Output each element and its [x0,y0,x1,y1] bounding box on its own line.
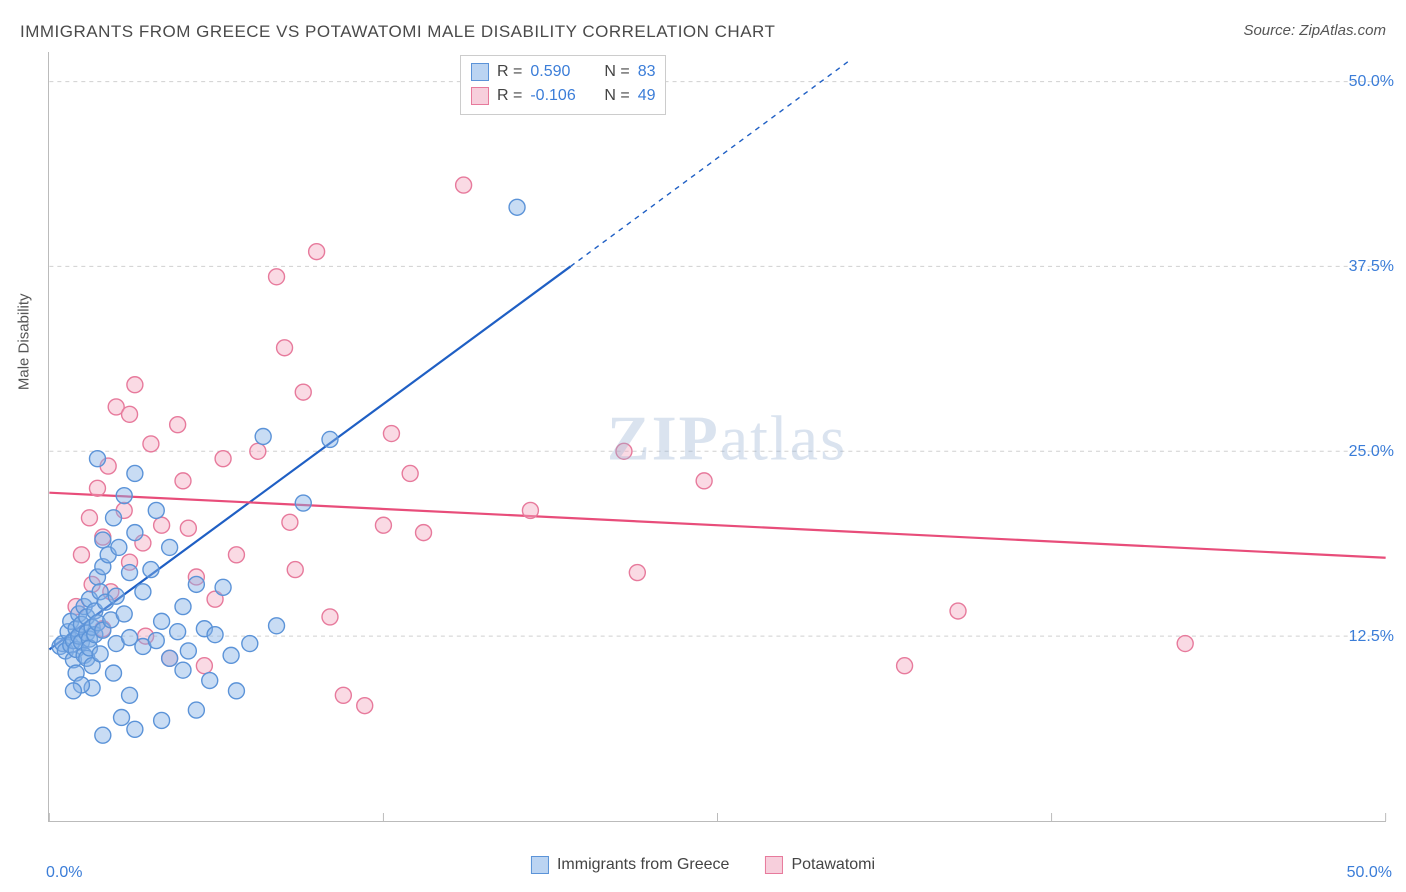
x-axis-min-label: 0.0% [46,864,82,882]
n-label: N = [604,87,629,105]
n-label: N = [604,63,629,81]
legend-label-greece: Immigrants from Greece [557,856,729,874]
swatch-pink-icon [765,856,783,874]
stats-row-greece: R = 0.590 N = 83 [471,60,655,84]
n-value-greece: 83 [638,63,656,81]
source-attribution: Source: ZipAtlas.com [1243,22,1386,39]
stats-row-potawatomi: R = -0.106 N = 49 [471,84,655,108]
y-tick-label: 37.5% [1349,258,1394,276]
swatch-blue-icon [531,856,549,874]
r-label: R = [497,63,522,81]
y-tick-label: 12.5% [1349,628,1394,646]
r-label: R = [497,87,522,105]
legend-item-potawatomi: Potawatomi [765,856,875,874]
swatch-pink-icon [471,87,489,105]
chart-title: IMMIGRANTS FROM GREECE VS POTAWATOMI MAL… [20,22,775,42]
y-tick-label: 25.0% [1349,443,1394,461]
y-tick-label: 50.0% [1349,73,1394,91]
swatch-blue-icon [471,63,489,81]
legend-label-potawatomi: Potawatomi [791,856,875,874]
series-legend: Immigrants from Greece Potawatomi [531,856,875,874]
stats-legend: R = 0.590 N = 83 R = -0.106 N = 49 [460,55,666,115]
plot-area [48,52,1386,822]
n-value-potawatomi: 49 [638,87,656,105]
x-axis-max-label: 50.0% [1347,864,1392,882]
r-value-potawatomi: -0.106 [530,87,590,105]
r-value-greece: 0.590 [530,63,590,81]
legend-item-greece: Immigrants from Greece [531,856,729,874]
y-axis-label: Male Disability [16,293,33,390]
chart-svg [49,52,1386,821]
